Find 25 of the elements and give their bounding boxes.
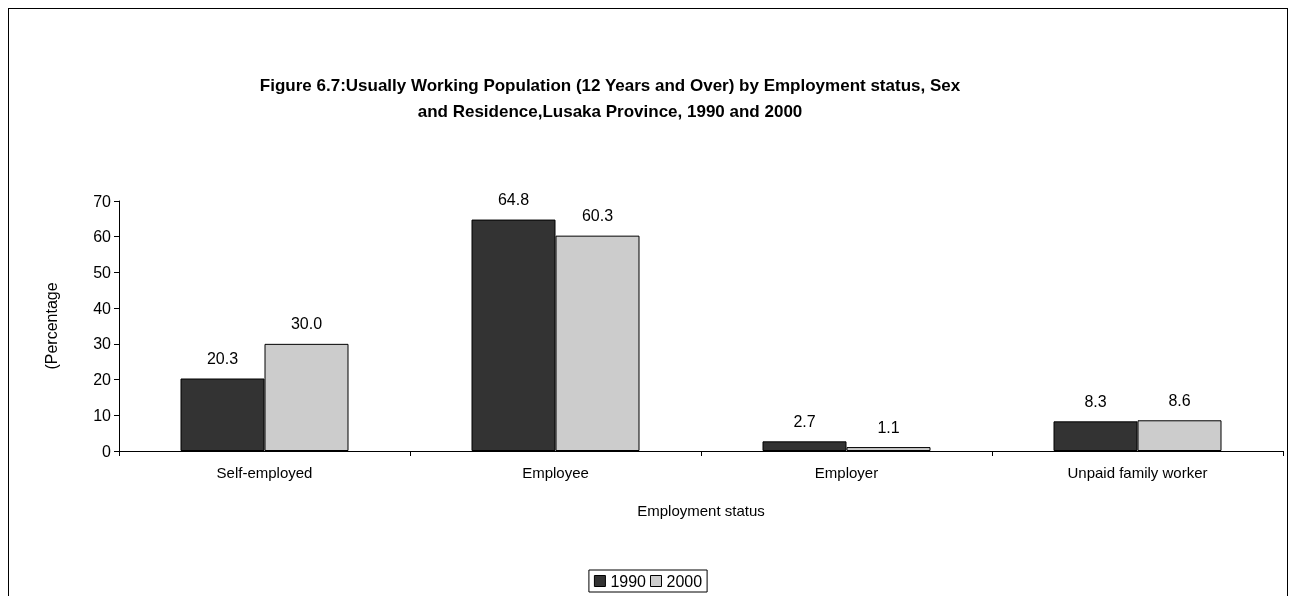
data-label: 8.3 [1084,392,1107,410]
chart-title: Figure 6.7:Usually Working Population (12 Years and Over) by Employment status, Sex and Residence,Lusaka Province, 1990 and 2000 [259,75,961,121]
x-tick-label: Unpaid family worker [1067,464,1208,481]
legend-label: 1990 [610,572,647,590]
data-label: 64.8 [497,191,530,209]
data-label: 20.3 [206,350,239,367]
x-tick-label: Employer [814,464,879,481]
y-tick-label: 10 [93,406,112,424]
y-tick-label: 70 [93,192,112,210]
data-label: 2.7 [793,412,816,430]
y-tick-label: 30 [93,335,112,353]
legend-label: 2000 [666,572,703,590]
y-tick-label: 20 [93,371,112,389]
data-label: 8.6 [1168,391,1191,409]
x-tick-label: Employee [522,464,589,481]
y-tick-label: 40 [93,299,112,317]
y-axis-title: (Percentage [42,282,60,370]
x-axis-title: Employment status [637,502,765,519]
x-tick-label: Self-employed [216,464,313,481]
y-tick-label: 50 [93,263,112,281]
y-tick-label: 60 [93,228,112,246]
y-tick-label: 0 [102,442,112,460]
data-label: 30.0 [290,315,323,333]
data-label: 1.1 [877,418,900,436]
data-label: 60.3 [581,207,614,225]
